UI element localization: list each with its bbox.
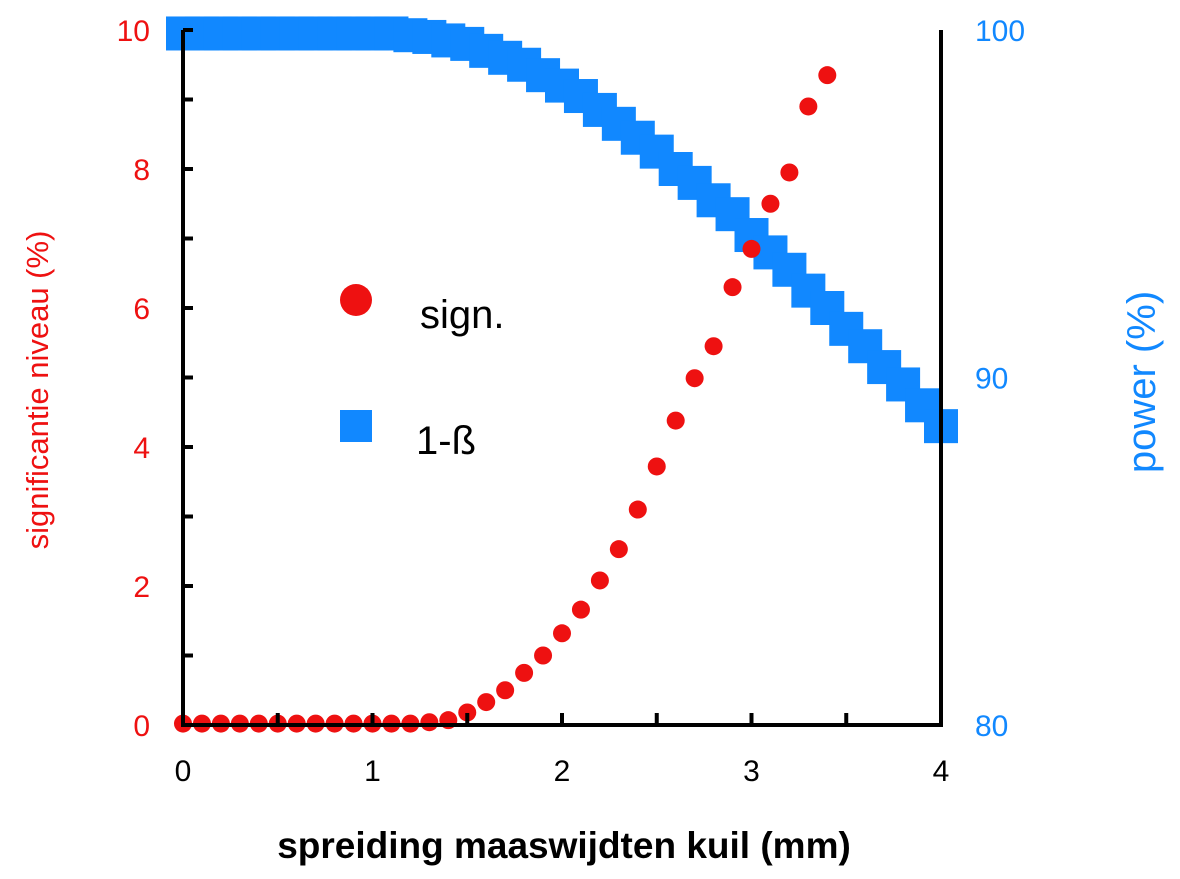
sign-point [742, 239, 761, 258]
x-tick-label: 2 [554, 755, 571, 788]
legend-label-power: 1-ß [416, 419, 476, 463]
sign-point [553, 624, 571, 643]
sign-point [571, 600, 590, 619]
legend: sign. 1-ß [340, 284, 505, 463]
x-tick-label: 0 [175, 755, 192, 788]
y2-axis-title: power (%) [1120, 291, 1164, 473]
sign-point [609, 540, 628, 559]
x-tick-label: 1 [364, 755, 381, 788]
sign-point [666, 411, 685, 430]
axes-layer [181, 28, 943, 727]
sign-point [515, 663, 534, 682]
sign-point [780, 163, 799, 182]
legend-marker-sign [340, 284, 372, 316]
y-tick-label: 0 [133, 710, 150, 743]
sign-point [590, 571, 609, 590]
sign-point [799, 97, 818, 116]
legend-label-sign: sign. [420, 293, 505, 337]
y-tick-label: 10 [117, 15, 150, 48]
x-axis-title: spreiding maaswijdten kuil (mm) [277, 825, 851, 866]
y2-tick-label: 100 [975, 15, 1025, 48]
sign-point [534, 646, 553, 665]
y-tick-label: 8 [133, 154, 150, 187]
sign-point [647, 457, 666, 476]
y-tick-label: 4 [133, 432, 150, 465]
sign-point [723, 278, 742, 297]
y-axis-title: significantie niveau (%) [20, 231, 55, 550]
y-tick-label: 2 [133, 571, 150, 604]
y2-tick-label: 90 [975, 363, 1008, 396]
sign-point [818, 66, 837, 85]
y2-tick-label: 80 [975, 710, 1008, 743]
sign-point [477, 693, 496, 712]
sign-point [704, 337, 723, 356]
labels-layer: 0 1 2 3 4 0 2 4 6 8 10 80 90 100 [117, 15, 1025, 788]
sign-point [420, 713, 439, 732]
sign-point [628, 500, 647, 519]
series-layer [166, 16, 958, 733]
sign-point [458, 703, 477, 722]
sign-point [496, 681, 515, 700]
y-tick-label: 6 [133, 293, 150, 326]
legend-marker-power [340, 410, 372, 442]
x-tick-label: 3 [743, 755, 760, 788]
sign-point [685, 369, 704, 388]
sign-point [761, 194, 780, 213]
x-tick-label: 4 [933, 755, 950, 788]
